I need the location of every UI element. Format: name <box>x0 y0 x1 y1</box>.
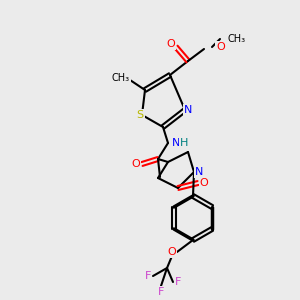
Text: N: N <box>172 138 180 148</box>
Text: CH₃: CH₃ <box>228 34 246 44</box>
Text: F: F <box>175 277 181 287</box>
Text: O: O <box>167 39 176 49</box>
Text: S: S <box>136 110 144 120</box>
Text: N: N <box>184 105 192 115</box>
Text: F: F <box>145 271 151 281</box>
Text: O: O <box>168 247 176 257</box>
Text: F: F <box>158 287 164 297</box>
Text: O: O <box>200 178 208 188</box>
Text: O: O <box>132 159 140 169</box>
Text: H: H <box>180 138 188 148</box>
Text: CH₃: CH₃ <box>112 73 130 83</box>
Text: O: O <box>216 42 225 52</box>
Text: N: N <box>195 167 203 177</box>
Text: NH: NH <box>172 138 188 148</box>
